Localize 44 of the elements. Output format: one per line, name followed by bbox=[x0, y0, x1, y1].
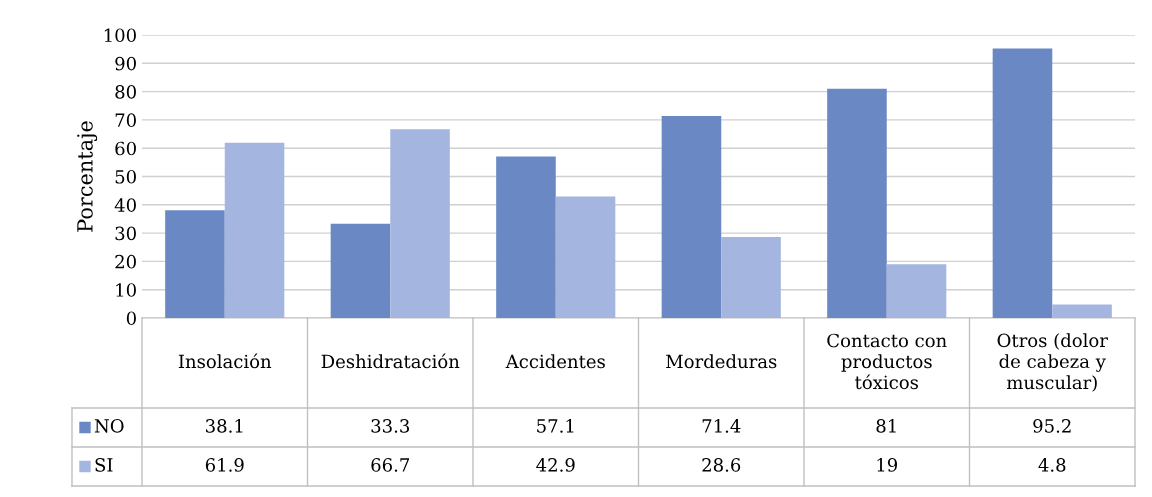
data-label: 61.9 bbox=[205, 458, 244, 472]
bar bbox=[886, 264, 947, 318]
y-tick-label: 60 bbox=[115, 141, 136, 156]
y-tick-label: 40 bbox=[114, 198, 136, 212]
x-tick-label: Contacto con productos tóxicos bbox=[827, 333, 947, 390]
y-tick-label: 10 bbox=[116, 283, 136, 297]
y-tick-label: 90 bbox=[115, 56, 136, 71]
data-label: 42.9 bbox=[536, 458, 575, 472]
data-label: 28.6 bbox=[702, 458, 741, 472]
bar bbox=[390, 129, 450, 318]
bar bbox=[661, 115, 722, 318]
data-label: 38.1 bbox=[206, 419, 243, 433]
y-tick-label: 20 bbox=[115, 254, 136, 269]
bar bbox=[827, 88, 887, 318]
bar bbox=[555, 196, 616, 318]
bar bbox=[224, 142, 285, 318]
bar bbox=[496, 156, 556, 318]
y-tick-label: 50 bbox=[115, 169, 136, 184]
x-tick-label: Otros (dolor de cabeza y muscular) bbox=[997, 333, 1108, 392]
bar bbox=[330, 223, 391, 318]
x-tick-label: Deshidratación bbox=[321, 353, 460, 369]
bar bbox=[992, 48, 1053, 318]
x-tick-label: Mordeduras bbox=[666, 354, 777, 369]
x-tick-label: Insolación bbox=[178, 353, 272, 369]
y-tick-label: 80 bbox=[115, 85, 136, 99]
bar bbox=[165, 210, 225, 318]
y-tick-label: 70 bbox=[115, 113, 136, 128]
x-tick-label: Accidentes bbox=[505, 354, 605, 369]
data-label: 19 bbox=[877, 458, 898, 472]
bar bbox=[721, 237, 781, 318]
data-label: 33.3 bbox=[371, 419, 410, 433]
y-tick-label: 30 bbox=[115, 226, 136, 241]
legend-label: SI bbox=[95, 458, 113, 472]
y-axis-title: Porcentaje bbox=[77, 121, 98, 232]
bar bbox=[1052, 304, 1112, 318]
y-tick-label: 100 bbox=[104, 28, 136, 43]
data-label: 57.1 bbox=[537, 419, 574, 433]
legend-label: NO bbox=[94, 419, 124, 433]
data-label: 71.4 bbox=[702, 419, 741, 433]
data-label: 95.2 bbox=[1033, 419, 1071, 433]
data-label: 81 bbox=[876, 419, 896, 433]
data-label: 66.7 bbox=[371, 458, 410, 472]
y-tick-label: 0 bbox=[126, 311, 136, 326]
data-label: 4.8 bbox=[1038, 458, 1066, 472]
